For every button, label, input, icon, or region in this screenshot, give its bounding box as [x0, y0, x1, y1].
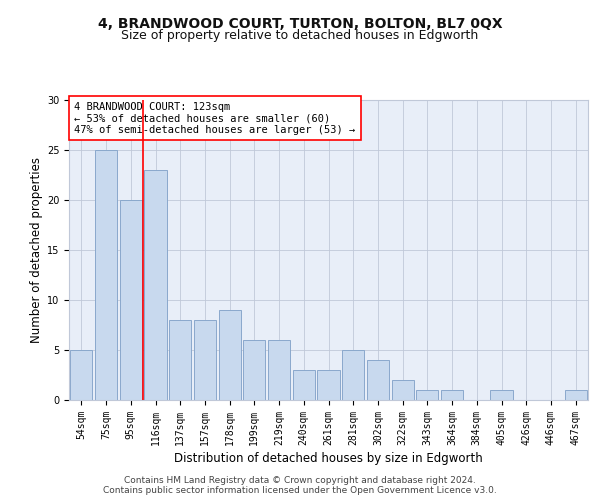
Bar	[367, 360, 389, 400]
Bar	[565, 390, 587, 400]
Text: Contains HM Land Registry data © Crown copyright and database right 2024.: Contains HM Land Registry data © Crown c…	[124, 476, 476, 485]
Y-axis label: Number of detached properties: Number of detached properties	[29, 157, 43, 343]
Bar	[342, 350, 364, 400]
Bar	[441, 390, 463, 400]
Bar	[70, 350, 92, 400]
Text: 4 BRANDWOOD COURT: 123sqm
← 53% of detached houses are smaller (60)
47% of semi-: 4 BRANDWOOD COURT: 123sqm ← 53% of detac…	[74, 102, 355, 134]
Text: Contains public sector information licensed under the Open Government Licence v3: Contains public sector information licen…	[103, 486, 497, 495]
Bar	[119, 200, 142, 400]
Bar	[317, 370, 340, 400]
Text: 4, BRANDWOOD COURT, TURTON, BOLTON, BL7 0QX: 4, BRANDWOOD COURT, TURTON, BOLTON, BL7 …	[98, 18, 502, 32]
Bar	[416, 390, 439, 400]
X-axis label: Distribution of detached houses by size in Edgworth: Distribution of detached houses by size …	[174, 452, 483, 465]
Bar	[194, 320, 216, 400]
Text: Size of property relative to detached houses in Edgworth: Size of property relative to detached ho…	[121, 29, 479, 42]
Bar	[268, 340, 290, 400]
Bar	[293, 370, 315, 400]
Bar	[392, 380, 414, 400]
Bar	[490, 390, 512, 400]
Bar	[95, 150, 117, 400]
Bar	[169, 320, 191, 400]
Bar	[145, 170, 167, 400]
Bar	[218, 310, 241, 400]
Bar	[243, 340, 265, 400]
